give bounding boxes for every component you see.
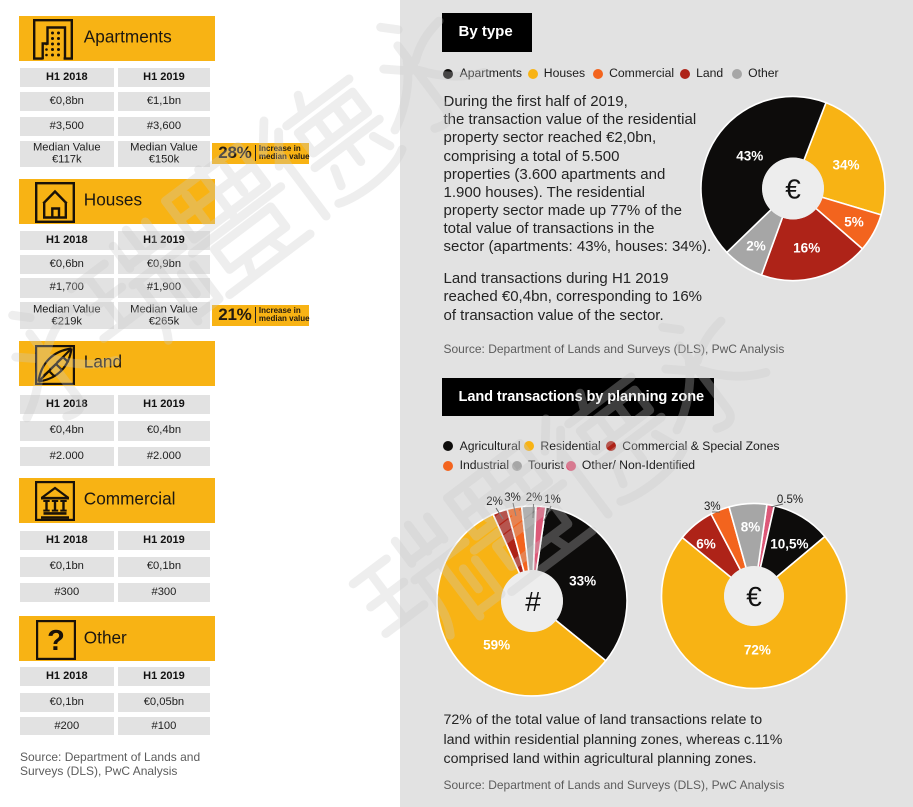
svg-text:?: ? <box>47 625 65 657</box>
